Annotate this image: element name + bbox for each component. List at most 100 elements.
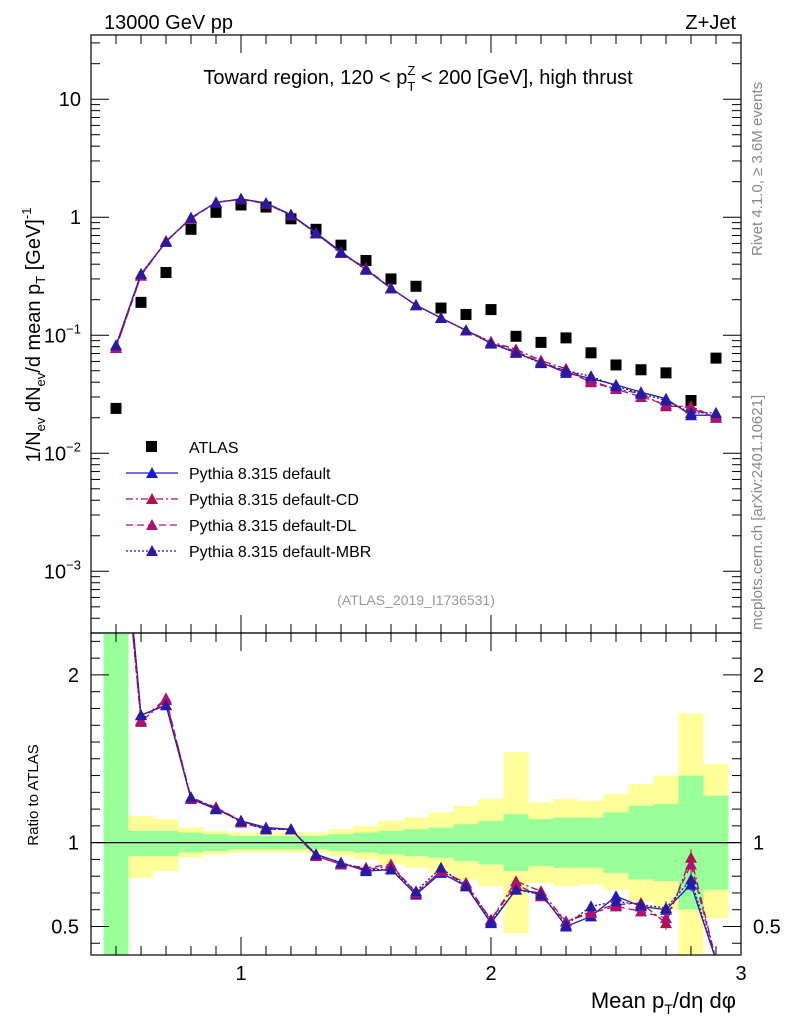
ratio-point bbox=[585, 900, 597, 912]
data-point bbox=[385, 282, 397, 294]
x-axis-label: Mean pT/dη dφ bbox=[591, 988, 736, 1017]
data-point bbox=[535, 357, 547, 369]
data-point bbox=[110, 339, 122, 351]
svg-text:1/Nev dNev/d mean pT [GeV]-1: 1/Nev dNev/d mean pT [GeV]-1 bbox=[19, 208, 48, 463]
ratio-y-tick-label-right: 0.5 bbox=[753, 916, 781, 938]
data-point bbox=[410, 299, 422, 311]
legend-label: Pythia 8.315 default bbox=[189, 466, 331, 483]
ratio-y-tick-label-right: 1 bbox=[753, 833, 764, 855]
main-ticks: 10−3 10−2 10−1 1 10 bbox=[44, 35, 742, 634]
legend-marker bbox=[146, 467, 158, 478]
y-tick-label: 10−1 bbox=[44, 321, 81, 347]
data-point bbox=[210, 196, 222, 208]
main-ylabel: 1/Nev dNev/d mean pT [GeV]-1 bbox=[19, 208, 48, 463]
data-point bbox=[660, 394, 672, 406]
ratio-point bbox=[610, 895, 622, 907]
y-tick-label: 10−2 bbox=[44, 439, 81, 465]
data-point bbox=[285, 208, 297, 220]
header-right-label: Z+Jet bbox=[685, 12, 736, 34]
data-point bbox=[160, 235, 172, 247]
ratio-point bbox=[510, 883, 522, 895]
data-point bbox=[560, 332, 572, 344]
analysis-id: (ATLAS_2019_I1736531) bbox=[337, 592, 495, 608]
main-panel: 10−3 10−2 10−1 1 10 Toward region, 120 < pZ T… bbox=[44, 34, 742, 634]
data-point bbox=[160, 267, 172, 279]
data-point bbox=[335, 239, 347, 251]
ratio-y-tick-label-right: 2 bbox=[753, 665, 764, 687]
ratio-point bbox=[715, 954, 717, 955]
ratio-series bbox=[131, 633, 717, 955]
data-point bbox=[185, 211, 197, 223]
x-tick-label: 3 bbox=[735, 963, 746, 985]
ratio-point bbox=[435, 861, 447, 873]
ratio-point bbox=[660, 912, 672, 924]
ratio-panel: 0.5 0.5 1 1 2 2 1 2 3 bbox=[51, 632, 781, 985]
ratio-point bbox=[535, 888, 547, 900]
data-point bbox=[710, 406, 722, 418]
ratio-point bbox=[585, 907, 597, 919]
data-point bbox=[385, 273, 397, 285]
data-point bbox=[635, 364, 647, 376]
data-point bbox=[610, 380, 622, 392]
main-series bbox=[110, 192, 722, 423]
ratio-point bbox=[160, 699, 172, 711]
ratio-point bbox=[385, 863, 397, 875]
legend-marker bbox=[146, 493, 158, 504]
ratio-y-tick-label: 1 bbox=[68, 833, 79, 855]
data-point bbox=[360, 263, 372, 275]
ratio-point bbox=[715, 954, 717, 955]
data-point bbox=[110, 402, 122, 414]
header-left-label: 13000 GeV pp bbox=[104, 12, 233, 34]
x-tick-label: 1 bbox=[235, 963, 246, 985]
ratio-point bbox=[685, 873, 697, 885]
data-point bbox=[185, 223, 197, 235]
data-point bbox=[610, 359, 622, 371]
ratio-point bbox=[635, 898, 647, 910]
data-point bbox=[660, 367, 672, 379]
ratio-point bbox=[260, 823, 272, 835]
legend-label: Pythia 8.315 default-DL bbox=[189, 518, 356, 535]
data-point bbox=[510, 346, 522, 358]
legend-label: ATLAS bbox=[189, 440, 239, 457]
ratio-point bbox=[685, 858, 697, 870]
data-point bbox=[585, 376, 597, 388]
y-tick-label: 10 bbox=[59, 89, 81, 111]
ratio-point bbox=[210, 803, 222, 815]
ratio-point bbox=[485, 915, 497, 927]
data-point bbox=[335, 246, 347, 258]
data-point bbox=[310, 227, 322, 239]
ratio-point bbox=[135, 709, 147, 721]
series-mbr bbox=[110, 192, 722, 418]
inner-band bbox=[153, 830, 179, 857]
ratio-point bbox=[410, 885, 422, 897]
data-point bbox=[460, 324, 472, 336]
y-tick-label: 1 bbox=[70, 207, 81, 229]
x-tick-label: 2 bbox=[485, 963, 496, 985]
data-point bbox=[710, 352, 722, 364]
ratio-point bbox=[635, 905, 647, 917]
data-point bbox=[435, 302, 447, 314]
data-point bbox=[560, 364, 572, 376]
inner-band bbox=[103, 633, 129, 955]
data-point bbox=[135, 268, 147, 280]
data-point bbox=[360, 254, 372, 266]
ratio-point bbox=[160, 692, 172, 704]
plot-title: Toward region, 120 < pZ T < 200 [GeV], hi… bbox=[203, 63, 633, 94]
data-point bbox=[260, 197, 272, 209]
ratio-point bbox=[360, 863, 372, 875]
data-point bbox=[410, 280, 422, 292]
ratio-point bbox=[310, 848, 322, 860]
ratio-point bbox=[660, 902, 672, 914]
ratio-y-tick-label: 0.5 bbox=[51, 916, 79, 938]
ratio-point bbox=[335, 856, 347, 868]
ratio-point bbox=[560, 918, 572, 930]
ratio-bands bbox=[103, 633, 729, 955]
data-point bbox=[435, 312, 447, 324]
data-point bbox=[635, 387, 647, 399]
ratio-point bbox=[285, 823, 297, 835]
ratio-point bbox=[460, 880, 472, 892]
side-label-bottom: mcplots.cern.ch [arXiv:2401.10621] bbox=[749, 395, 766, 630]
ratio-ylabel: Ratio to ATLAS bbox=[25, 744, 42, 845]
legend-marker bbox=[146, 441, 157, 452]
